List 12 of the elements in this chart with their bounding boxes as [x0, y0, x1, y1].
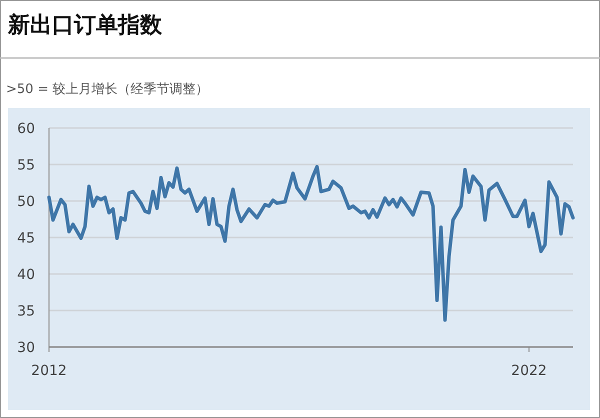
y-tick-label: 45	[17, 230, 35, 246]
y-tick-label: 60	[17, 121, 35, 137]
y-tick-label: 50	[17, 194, 35, 210]
y-tick-label: 40	[17, 267, 35, 283]
y-tick-label: 30	[17, 340, 35, 356]
x-tick-label: 2012	[31, 363, 67, 379]
chart-subtitle: >50 = 较上月增长（经季节调整）	[6, 82, 209, 97]
x-tick-label: 2022	[511, 363, 547, 379]
line-series	[47, 164, 575, 322]
y-tick-label: 55	[17, 158, 35, 174]
y-tick-label: 35	[17, 304, 35, 320]
chart-title: 新出口订单指数	[7, 12, 163, 38]
